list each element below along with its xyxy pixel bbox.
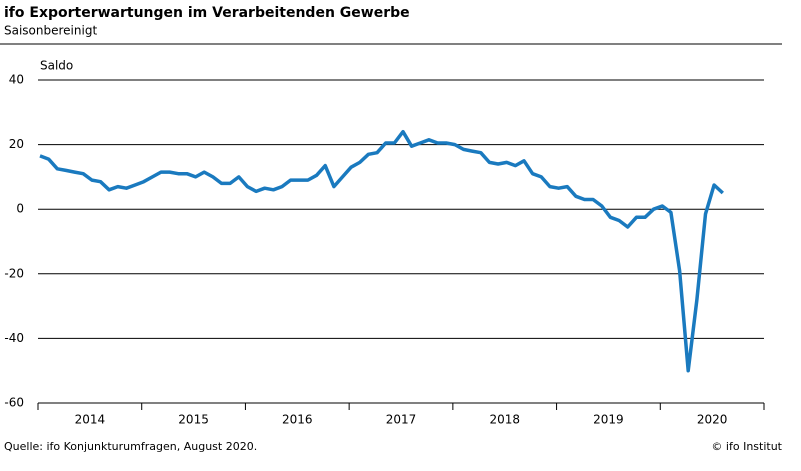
y-tick-label: 40	[9, 73, 24, 87]
x-tick-label: 2015	[178, 413, 209, 427]
y-tick-label: 20	[9, 137, 24, 151]
y-axis-label: Saldo	[40, 59, 73, 73]
y-tick-label: -60	[4, 396, 24, 410]
source: Quelle: ifo Konjunkturumfragen, August 2…	[4, 440, 257, 453]
y-tick-label: -20	[4, 266, 24, 280]
x-tick-label: 2016	[282, 413, 313, 427]
x-tick-label: 2018	[489, 413, 520, 427]
y-tick-label: 0	[16, 202, 24, 216]
data-line	[39, 129, 724, 373]
x-tick-label: 2017	[386, 413, 417, 427]
x-tick-label: 2020	[697, 413, 728, 427]
x-tick-label: 2019	[593, 413, 624, 427]
chart-subtitle: Saisonbereinigt	[4, 24, 97, 38]
credit: © ifo Institut	[711, 440, 782, 453]
x-tick-label: 2014	[75, 413, 106, 427]
y-tick-label: -40	[4, 331, 24, 345]
chart-title: ifo Exporterwartungen im Verarbeitenden …	[4, 5, 410, 21]
